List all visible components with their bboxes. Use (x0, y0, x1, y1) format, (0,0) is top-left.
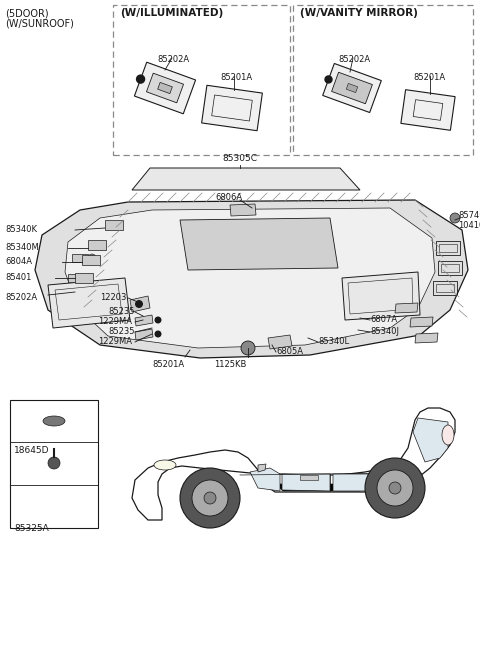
Ellipse shape (442, 425, 454, 445)
Polygon shape (342, 272, 420, 320)
Polygon shape (275, 484, 368, 491)
Text: 85235: 85235 (108, 308, 134, 316)
Polygon shape (134, 62, 195, 113)
Bar (436, 241, 460, 255)
Text: 85201A: 85201A (413, 73, 445, 82)
Text: 1229MA: 1229MA (98, 337, 132, 346)
Polygon shape (333, 474, 385, 491)
Circle shape (241, 341, 255, 355)
Text: (W/SUNROOF): (W/SUNROOF) (5, 18, 74, 28)
Text: 85201A: 85201A (220, 73, 252, 82)
Text: 85746: 85746 (458, 211, 480, 220)
Circle shape (88, 254, 96, 262)
Text: 18645D: 18645D (14, 446, 49, 455)
Polygon shape (146, 73, 183, 103)
Circle shape (450, 213, 460, 223)
Text: 85340M: 85340M (5, 243, 39, 253)
Polygon shape (35, 200, 468, 358)
Bar (433, 281, 457, 295)
Text: 85235: 85235 (108, 327, 134, 337)
Polygon shape (82, 255, 100, 265)
Polygon shape (48, 278, 130, 328)
Circle shape (84, 274, 92, 282)
Polygon shape (415, 333, 438, 343)
Bar (72, 254, 88, 262)
Polygon shape (65, 208, 435, 348)
Text: 85401: 85401 (5, 274, 31, 283)
Circle shape (48, 457, 60, 469)
Bar (10, 400, 98, 528)
Polygon shape (135, 329, 153, 340)
Polygon shape (410, 317, 433, 327)
Bar (68, 274, 84, 282)
Polygon shape (157, 83, 172, 94)
Polygon shape (105, 220, 123, 230)
Polygon shape (132, 168, 360, 190)
Text: 1229MA: 1229MA (98, 318, 132, 327)
Text: (W/VANITY MIRROR): (W/VANITY MIRROR) (300, 8, 418, 18)
Text: 6806A: 6806A (215, 192, 242, 201)
Ellipse shape (154, 460, 176, 470)
Polygon shape (332, 72, 372, 104)
Polygon shape (88, 240, 106, 250)
Text: 6805A: 6805A (276, 348, 303, 356)
Circle shape (137, 75, 144, 83)
Bar (293, 5, 473, 155)
Text: 85325A: 85325A (14, 524, 49, 533)
Polygon shape (395, 303, 418, 313)
Circle shape (155, 316, 161, 323)
Circle shape (325, 76, 332, 83)
Ellipse shape (43, 416, 65, 426)
Circle shape (389, 482, 401, 494)
Polygon shape (135, 315, 153, 326)
Polygon shape (282, 474, 330, 491)
Circle shape (192, 480, 228, 516)
Text: 85201A: 85201A (152, 360, 184, 369)
Text: 85340J: 85340J (370, 327, 399, 337)
Bar (438, 261, 462, 275)
Polygon shape (401, 90, 455, 131)
Bar (441, 264, 459, 272)
Bar (439, 244, 457, 252)
Text: 12203: 12203 (100, 293, 126, 302)
Text: 1125KB: 1125KB (214, 360, 246, 369)
Polygon shape (180, 218, 338, 270)
Polygon shape (413, 418, 448, 462)
Polygon shape (230, 204, 256, 216)
Bar (113, 5, 290, 155)
Text: (W/ILLUMINATED): (W/ILLUMINATED) (120, 8, 223, 18)
Text: 10410A: 10410A (458, 220, 480, 230)
Bar (436, 284, 454, 292)
Circle shape (155, 331, 161, 337)
Polygon shape (202, 85, 263, 131)
Polygon shape (323, 64, 381, 113)
Text: 85340L: 85340L (318, 337, 349, 346)
Polygon shape (268, 335, 292, 349)
Polygon shape (130, 296, 150, 312)
Polygon shape (132, 408, 455, 520)
Text: 85340K: 85340K (5, 226, 37, 234)
Text: 85202A: 85202A (338, 55, 370, 64)
Polygon shape (258, 464, 266, 472)
Polygon shape (250, 468, 280, 491)
Polygon shape (75, 273, 93, 283)
Text: 85202A: 85202A (5, 293, 37, 302)
Bar (300, 475, 318, 480)
Text: 85305C: 85305C (223, 154, 257, 163)
Text: 85202A: 85202A (157, 55, 189, 64)
Circle shape (204, 492, 216, 504)
Circle shape (377, 470, 413, 506)
Polygon shape (346, 83, 358, 92)
Text: 6804A: 6804A (5, 258, 32, 266)
Text: 6807A: 6807A (370, 316, 397, 325)
Circle shape (180, 468, 240, 528)
Text: (5DOOR): (5DOOR) (5, 8, 48, 18)
Circle shape (365, 458, 425, 518)
Circle shape (135, 300, 143, 308)
